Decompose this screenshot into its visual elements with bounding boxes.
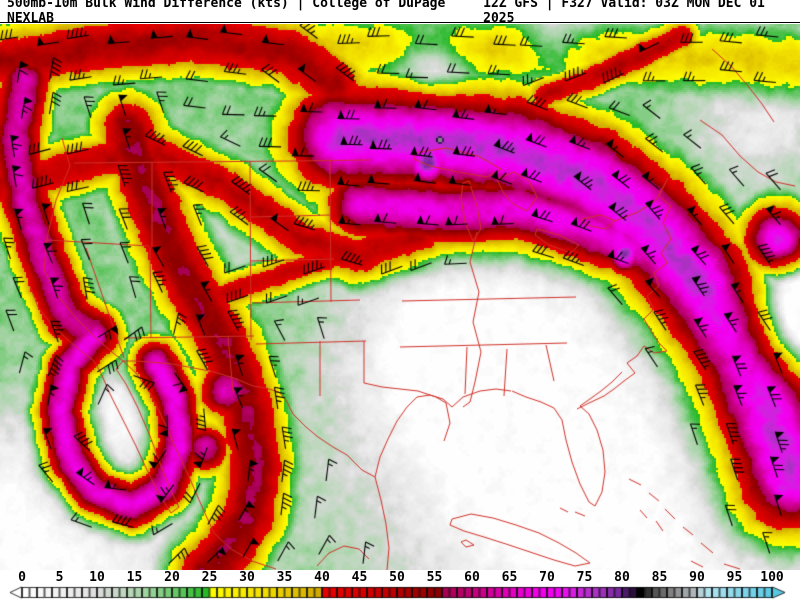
colorbar-tick: 100: [760, 570, 784, 585]
colorbar-tick: 0: [18, 570, 26, 585]
colorbar-tick: 40: [314, 570, 330, 585]
colorbar-area: 0 5 10 15 20 25 30 35 40 45 50 55 60 65 70 75 80 85 90 95 10…: [0, 570, 800, 600]
model-run-info: 12Z GFS | F327 Valid: 03Z MON DEC 01 202…: [483, 0, 765, 26]
colorbar-tick: 85: [651, 570, 668, 585]
colorbar-scale: [0, 585, 800, 600]
product-title: 500mb-10m Bulk Wind Difference (kts) | C…: [7, 0, 446, 26]
colorbar-tick: 75: [576, 570, 593, 585]
title-bar: 500mb-10m Bulk Wind Difference (kts) | C…: [0, 0, 800, 26]
colorbar-tick: 15: [126, 570, 143, 585]
colorbar-tick: 60: [464, 570, 480, 585]
colorbar-tick: 95: [726, 570, 743, 585]
weather-map-canvas: [0, 24, 800, 570]
colorbar-tick: 65: [501, 570, 518, 585]
colorbar-tick: 70: [539, 570, 555, 585]
colorbar-tick: 55: [426, 570, 443, 585]
colorbar-tick: 10: [89, 570, 105, 585]
colorbar-tick: 5: [55, 570, 64, 585]
colorbar-tick: 80: [614, 570, 630, 585]
colorbar-tick: 30: [239, 570, 255, 585]
colorbar-tick: 50: [389, 570, 405, 585]
colorbar-tick: 90: [689, 570, 705, 585]
colorbar-tick: 45: [351, 570, 368, 585]
colorbar-tick: 35: [276, 570, 293, 585]
colorbar-tick: 20: [164, 570, 180, 585]
colorbar-tick: 25: [201, 570, 218, 585]
